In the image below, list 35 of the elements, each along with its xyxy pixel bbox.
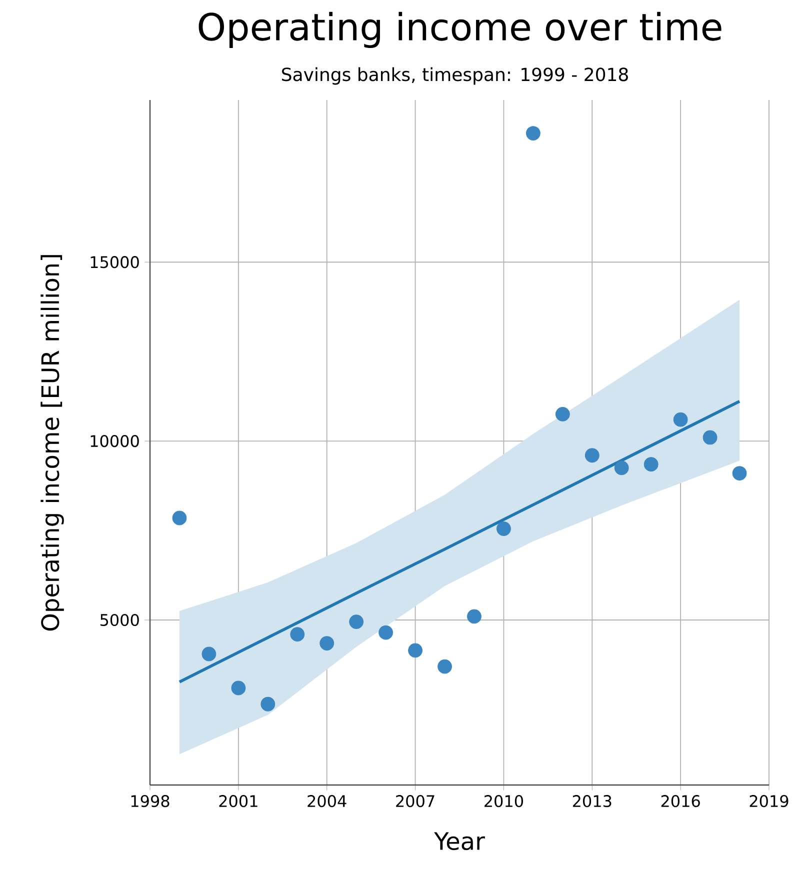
y-tick-label: 15000 (90, 256, 139, 268)
point (526, 126, 540, 140)
point (673, 412, 688, 427)
y-tick-label: 5000 (100, 614, 139, 626)
chart-subtitle: Savings banks, timespan: 1999 - 2018 (282, 67, 628, 85)
point (378, 625, 394, 640)
point (702, 430, 718, 445)
point (408, 643, 422, 658)
x-tick-label: 2007 (396, 795, 434, 808)
point (320, 636, 334, 650)
point (172, 510, 187, 526)
x-tick-label: 2019 (750, 795, 788, 808)
point (349, 614, 364, 629)
x-tick-label: 2013 (572, 795, 612, 808)
point (467, 609, 482, 624)
point (231, 680, 246, 696)
point (555, 407, 570, 422)
point (260, 696, 276, 712)
point (584, 448, 600, 463)
x-tick-label: 2004 (308, 795, 346, 808)
point (290, 627, 305, 642)
point (614, 460, 629, 476)
y-tick-label: 10000 (90, 435, 139, 448)
x-axis-title: Year (434, 832, 485, 850)
x-tick-label: 2016 (661, 795, 700, 808)
x-tick-label: 1998 (131, 795, 170, 808)
chart-title: Operating income over time (198, 12, 722, 48)
point (438, 659, 452, 674)
point (496, 522, 511, 536)
point (202, 646, 216, 662)
point (644, 457, 658, 472)
x-tick-label: 2010 (484, 795, 523, 808)
y-axis-title: Operating income [EUR million] (40, 255, 64, 631)
x-tick-label: 2001 (219, 795, 258, 808)
point (732, 466, 747, 480)
